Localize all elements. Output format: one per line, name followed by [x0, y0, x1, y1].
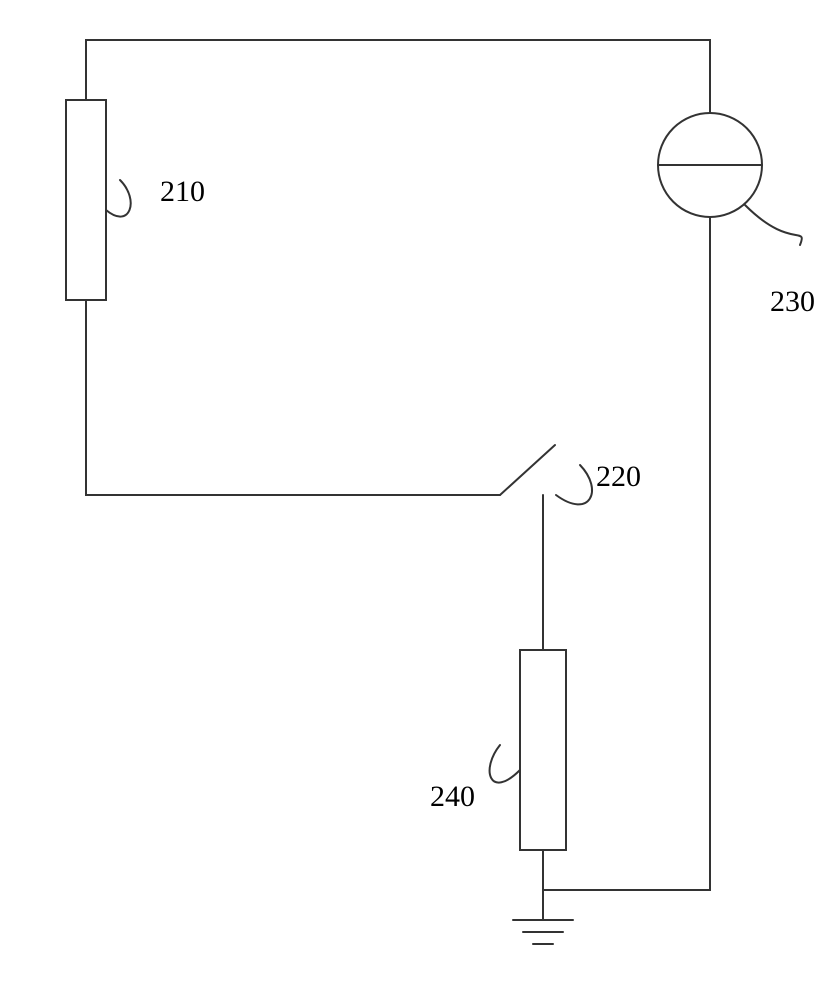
label-230: 230: [770, 285, 815, 319]
label-240: 240: [430, 780, 475, 814]
label-210: 210: [160, 175, 205, 209]
label-220: 220: [596, 460, 641, 494]
